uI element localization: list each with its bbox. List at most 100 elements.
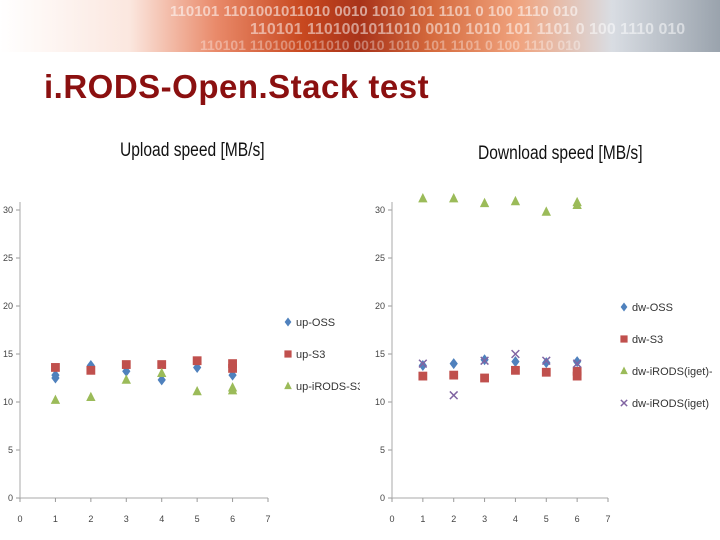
x-tick-label: 5 [544, 514, 549, 524]
x-tick-label: 6 [575, 514, 580, 524]
y-tick-label: 15 [3, 349, 13, 359]
banner-binary-text: 110101 1101001011010 0010 1010 101 1101 … [170, 3, 578, 20]
x-tick-label: 3 [124, 514, 129, 524]
data-point [542, 357, 551, 369]
x-tick-label: 4 [513, 514, 518, 524]
page-title: i.RODS-Open.Stack test [44, 68, 430, 105]
legend-marker [284, 317, 292, 327]
data-point [480, 373, 489, 383]
data-point [86, 391, 96, 402]
y-tick-label: 0 [8, 493, 13, 503]
legend-label: dw-S3 [632, 334, 663, 346]
data-point-stroke [541, 356, 551, 366]
data-point-stroke [418, 359, 428, 368]
y-tick-label: 20 [375, 301, 385, 311]
x-tick-label: 7 [265, 514, 270, 524]
y-tick-label: 20 [3, 301, 13, 311]
data-point-stroke [511, 349, 520, 359]
x-tick-label: 0 [389, 514, 394, 524]
data-point [449, 358, 458, 370]
y-tick-label: 30 [375, 205, 385, 215]
legend-label: dw-iRODS(iget)-cached [632, 366, 712, 378]
legend-marker-stroke [620, 399, 628, 407]
data-point [418, 371, 428, 381]
legend-label: up-iRODS-S3(iput) [296, 381, 360, 393]
upload-chart-title: Upload speed [MB/s] [120, 140, 265, 161]
data-point [573, 356, 582, 368]
download-speed-chart: 0 5 10 15 20 25 30 0 1 2 3 4 5 6 7 dw-OSS dw-S3 dw-iRODS(… [375, 192, 712, 524]
x-tick-label: 2 [451, 514, 456, 524]
data-point [51, 363, 60, 372]
legend-label: up-OSS [296, 317, 335, 329]
x-tick-label: 3 [482, 514, 487, 524]
data-point [228, 364, 237, 373]
data-point [192, 385, 202, 396]
legend-label: dw-iRODS(iget) [632, 398, 709, 410]
data-point [418, 360, 427, 372]
data-point [511, 365, 520, 375]
data-point [541, 206, 551, 216]
data-point [511, 356, 520, 368]
legend-marker [620, 366, 628, 375]
upload-speed-chart: 0 5 10 15 20 25 30 0 1 2 3 4 5 6 7 up-OSS up-S3 up-iRODS-… [3, 202, 360, 524]
y-tick-label: 0 [380, 493, 385, 503]
data-point [228, 359, 237, 368]
data-point [418, 359, 428, 368]
data-point [86, 360, 95, 372]
data-point [572, 196, 582, 207]
x-tick-label: 1 [420, 514, 425, 524]
data-point [449, 370, 459, 380]
x-tick-label: 5 [195, 514, 200, 524]
y-tick-label: 5 [380, 445, 385, 455]
data-point-stroke [449, 390, 459, 400]
y-tick-label: 5 [8, 445, 13, 455]
y-tick-label: 15 [375, 349, 385, 359]
data-point [418, 192, 428, 203]
legend-marker [620, 335, 628, 343]
data-point [572, 366, 582, 376]
data-point [86, 365, 96, 375]
x-tick-label: 6 [230, 514, 235, 524]
data-point [449, 192, 459, 203]
y-tick-label: 10 [375, 397, 385, 407]
data-point [121, 374, 131, 384]
x-tick-label: 4 [159, 514, 164, 524]
data-point [541, 356, 551, 366]
binary-banner-graphic: 110101 1101001011010 0010 1010 101 1101 … [170, 3, 685, 52]
data-point [572, 359, 582, 368]
banner-binary-text: 110101 1101001011010 0010 1010 101 1101 … [200, 37, 581, 52]
data-point [572, 371, 582, 381]
download-chart-title: Download speed [MB/s] [478, 143, 643, 164]
data-point-stroke [480, 356, 489, 366]
legend-marker [620, 302, 628, 312]
data-point [479, 197, 490, 208]
x-tick-label: 0 [17, 514, 22, 524]
data-point [511, 349, 520, 359]
legend-marker [284, 350, 292, 358]
data-point [480, 356, 489, 366]
data-point [227, 384, 238, 395]
data-point [157, 374, 166, 386]
x-tick-label: 2 [88, 514, 93, 524]
data-point [157, 367, 167, 378]
x-tick-label: 7 [605, 514, 610, 524]
data-point [157, 360, 167, 369]
legend-marker [284, 381, 292, 390]
data-point [50, 394, 61, 404]
data-point-stroke [572, 359, 582, 368]
y-tick-label: 25 [375, 253, 385, 263]
data-point [121, 360, 131, 369]
y-tick-label: 10 [3, 397, 13, 407]
header-banner: 110101 1101001011010 0010 1010 101 1101 … [0, 0, 720, 52]
data-point [192, 356, 202, 366]
banner-binary-text: 110101 1101001011010 0010 1010 101 1101 … [250, 21, 685, 38]
legend-label: dw-OSS [632, 302, 673, 314]
y-tick-label: 25 [3, 253, 13, 263]
legend-marker [620, 399, 628, 407]
data-point [51, 369, 60, 381]
x-tick-label: 1 [53, 514, 58, 524]
data-point [510, 195, 521, 206]
data-point [449, 390, 459, 400]
legend-label: up-S3 [296, 349, 325, 361]
y-tick-label: 30 [3, 205, 13, 215]
